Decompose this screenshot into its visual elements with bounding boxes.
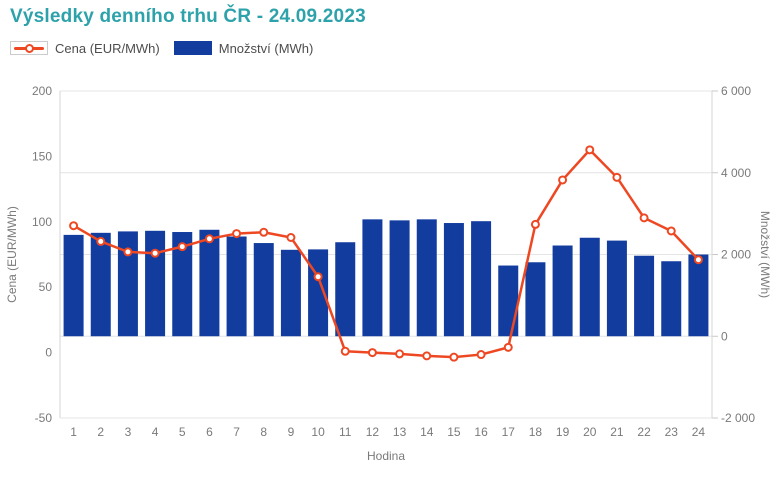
- volume-bar-hour-3[interactable]: [117, 231, 138, 337]
- price-point-hour-10[interactable]: [313, 272, 323, 282]
- price-marker-sample: [24, 43, 34, 53]
- x-axis-tick-label: 8: [260, 425, 267, 439]
- price-line-legend-icon: [10, 41, 48, 55]
- left-axis-tick-label: -50: [35, 411, 53, 425]
- price-point-hour-12[interactable]: [367, 348, 377, 358]
- volume-bar-hour-24[interactable]: [688, 254, 709, 337]
- price-legend-label: Cena (EUR/MWh): [55, 40, 160, 56]
- x-axis-tick-label: 22: [637, 425, 651, 439]
- right-axis-tick-label: 2 000: [721, 248, 751, 262]
- x-axis-tick-label: 24: [692, 425, 706, 439]
- price-point-hour-6[interactable]: [204, 234, 214, 244]
- x-axis-tick-label: 13: [393, 425, 407, 439]
- volume-bar-hour-1[interactable]: [63, 234, 84, 337]
- x-axis-tick-label: 10: [311, 425, 325, 439]
- volume-bar-hour-2[interactable]: [90, 232, 111, 337]
- price-point-hour-21[interactable]: [612, 172, 622, 182]
- volume-bar-hour-19[interactable]: [552, 245, 573, 337]
- price-point-hour-11[interactable]: [340, 346, 350, 356]
- price-point-hour-1[interactable]: [69, 221, 79, 231]
- volume-bar-hour-18[interactable]: [525, 262, 546, 337]
- price-point-hour-9[interactable]: [286, 232, 296, 242]
- price-point-hour-17[interactable]: [503, 342, 513, 352]
- x-axis-tick-label: 23: [665, 425, 679, 439]
- volume-bar-hour-13[interactable]: [389, 220, 410, 337]
- legend-item-volume[interactable]: Množství (MWh): [173, 40, 314, 56]
- price-point-hour-13[interactable]: [395, 349, 405, 359]
- volume-bar-hour-12[interactable]: [362, 219, 383, 337]
- x-axis-tick-label: 9: [288, 425, 295, 439]
- x-axis-tick-label: 1: [70, 425, 77, 439]
- x-axis-title: Hodina: [367, 449, 405, 463]
- x-axis-tick-label: 6: [206, 425, 213, 439]
- volume-bar-hour-21[interactable]: [606, 240, 627, 337]
- x-axis-tick-label: 3: [125, 425, 132, 439]
- x-axis-tick-label: 2: [97, 425, 104, 439]
- right-axis-tick-label: 6 000: [721, 84, 751, 98]
- x-axis-tick-label: 20: [583, 425, 597, 439]
- x-axis-tick-label: 16: [474, 425, 488, 439]
- x-axis-tick-label: 14: [420, 425, 434, 439]
- x-axis-tick-label: 19: [556, 425, 570, 439]
- price-point-hour-14[interactable]: [422, 351, 432, 361]
- price-point-hour-20[interactable]: [585, 145, 595, 155]
- x-axis-tick-label: 17: [502, 425, 516, 439]
- volume-bar-hour-9[interactable]: [280, 249, 301, 337]
- x-axis-tick-label: 11: [339, 425, 352, 439]
- x-axis-tick-label: 18: [529, 425, 543, 439]
- price-point-hour-8[interactable]: [259, 227, 269, 237]
- left-axis-tick-label: 150: [32, 149, 52, 163]
- price-point-hour-18[interactable]: [530, 219, 540, 229]
- right-axis-title: Množství (MWh): [758, 211, 772, 298]
- x-axis-tick-label: 7: [233, 425, 240, 439]
- volume-bar-hour-15[interactable]: [443, 223, 464, 337]
- x-axis-tick-label: 12: [366, 425, 380, 439]
- x-axis-tick-label: 15: [447, 425, 461, 439]
- volume-bar-hour-6[interactable]: [199, 229, 220, 337]
- left-axis-title: Cena (EUR/MWh): [5, 206, 19, 303]
- left-axis-tick-label: 200: [32, 84, 52, 98]
- chart-legend: Cena (EUR/MWh) Množství (MWh): [10, 40, 313, 56]
- right-axis-tick-label: -2 000: [721, 411, 755, 425]
- chart-title: Výsledky denního trhu ČR - 24.09.2023: [10, 6, 366, 27]
- left-axis-tick-label: 50: [39, 280, 53, 294]
- x-axis-tick-label: 4: [152, 425, 159, 439]
- volume-bar-hour-17[interactable]: [498, 265, 519, 337]
- volume-bar-hour-5[interactable]: [172, 232, 193, 337]
- price-point-hour-15[interactable]: [449, 352, 459, 362]
- price-point-hour-2[interactable]: [96, 236, 106, 246]
- volume-bar-hour-16[interactable]: [471, 221, 492, 337]
- price-point-hour-19[interactable]: [558, 175, 568, 185]
- price-point-hour-16[interactable]: [476, 350, 486, 360]
- price-point-hour-3[interactable]: [123, 247, 133, 257]
- volume-bar-hour-22[interactable]: [634, 255, 655, 337]
- legend-item-price[interactable]: Cena (EUR/MWh): [10, 41, 160, 56]
- price-point-hour-22[interactable]: [639, 213, 649, 223]
- right-axis-tick-label: 0: [721, 329, 728, 343]
- price-line: [72, 148, 700, 359]
- x-axis-tick-label: 5: [179, 425, 186, 439]
- price-point-hour-4[interactable]: [150, 248, 160, 258]
- right-axis-tick-label: 4 000: [721, 166, 751, 180]
- volume-bar-hour-8[interactable]: [253, 243, 274, 337]
- volume-bar-hour-4[interactable]: [145, 230, 166, 337]
- volume-bar-hour-23[interactable]: [661, 261, 682, 337]
- volume-bar-legend-icon: [173, 41, 212, 55]
- x-axis-tick-label: 21: [610, 425, 624, 439]
- price-point-hour-7[interactable]: [232, 229, 242, 239]
- volume-bar-hour-7[interactable]: [226, 236, 247, 337]
- volume-legend-label: Množství (MWh): [218, 40, 314, 56]
- volume-bar-hour-11[interactable]: [335, 242, 356, 337]
- price-point-hour-23[interactable]: [666, 226, 676, 236]
- left-axis-tick-label: 0: [45, 346, 52, 360]
- price-point-hour-24[interactable]: [693, 255, 703, 265]
- volume-bar-hour-14[interactable]: [416, 219, 437, 337]
- volume-bar-hour-20[interactable]: [579, 237, 600, 337]
- left-axis-tick-label: 100: [32, 215, 52, 229]
- price-point-hour-5[interactable]: [177, 242, 187, 252]
